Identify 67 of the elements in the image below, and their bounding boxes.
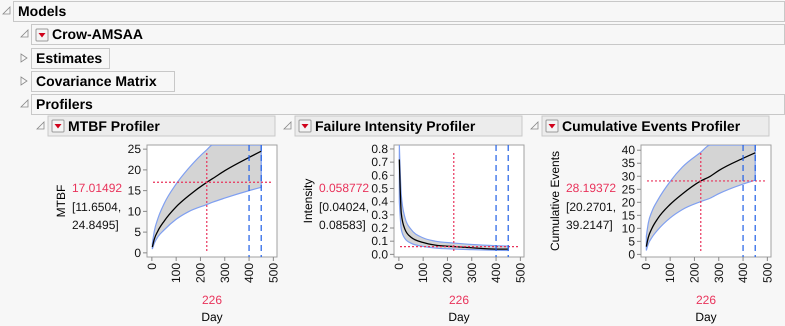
section-header: MTBF Profiler <box>36 116 276 136</box>
section-header: Failure Intensity Profiler <box>283 116 522 136</box>
x-axis-title: Day <box>695 310 717 324</box>
y-axis-title: Cumulative Events <box>548 150 562 252</box>
y-tick-label: 0.2 <box>371 221 388 236</box>
y-tick-label: 0.7 <box>371 155 388 170</box>
x-tick-label: 0 <box>144 262 159 270</box>
x-tick-label: 200 <box>687 262 702 284</box>
ref-line-label: 226 <box>202 293 222 307</box>
ref-line-label: 226 <box>448 293 470 307</box>
ref-line-label: 0.058772 <box>319 181 370 195</box>
y-tick-label: 15 <box>622 208 636 222</box>
y-tick-label: 20 <box>622 195 636 210</box>
y-tick-label: 25 <box>622 182 636 196</box>
y-tick-label: 0 <box>134 246 142 260</box>
section-header: Covariance Matrix <box>20 71 175 92</box>
y-tick-label: 0.8 <box>371 142 388 156</box>
y-tick-label: 0.6 <box>371 168 388 182</box>
x-tick-label: 400 <box>489 262 504 284</box>
x-tick-label: 200 <box>440 262 454 284</box>
ref-line-label: 28.19372 <box>566 181 616 195</box>
y-tick-label: 15 <box>128 184 142 198</box>
section-header: Profilers <box>20 94 785 115</box>
x-tick-label: 500 <box>760 262 774 284</box>
y-tick-label: 0.1 <box>371 234 388 248</box>
y-axis-title: Intensity <box>301 178 315 224</box>
chart-title: Failure Intensity Profiler <box>315 118 476 134</box>
y-tick-label: 25 <box>128 142 142 156</box>
x-axis-title: Day <box>448 310 470 324</box>
text: [20.2701, 39.2147] <box>566 200 616 232</box>
section-header: Crow-AMSAA <box>20 24 785 45</box>
text: [11.6504, 24.8495] <box>72 200 122 232</box>
y-tick-label: 5 <box>134 225 142 240</box>
x-tick-label: 100 <box>416 262 430 284</box>
x-tick-label: 300 <box>712 262 726 284</box>
section-header: Cumulative Events Profiler <box>530 116 770 136</box>
x-tick-label: 500 <box>266 262 280 284</box>
x-tick-label: 500 <box>513 262 528 284</box>
section-header: Estimates <box>20 48 110 69</box>
x-tick-label: 200 <box>193 262 208 284</box>
x-tick-label: 400 <box>736 262 750 284</box>
y-tick-label: 5 <box>628 234 636 248</box>
x-tick-label: 0 <box>638 262 653 270</box>
y-tick-label: 0.5 <box>371 181 388 196</box>
x-tick-label: 100 <box>663 262 678 284</box>
x-tick-label: 0 <box>392 262 406 270</box>
y-tick-label: 0.4 <box>371 194 388 209</box>
y-axis-title: MTBF <box>54 184 68 218</box>
y-tick-label: 10 <box>622 221 636 236</box>
ref-line-label: 226 <box>696 293 716 307</box>
y-tick-label: 10 <box>128 204 142 218</box>
text: [0.04024, 0.08583] <box>319 200 370 232</box>
x-tick-label: 100 <box>169 262 184 284</box>
x-tick-label: 300 <box>218 262 232 284</box>
y-tick-label: 30 <box>622 169 636 184</box>
x-axis-title: Day <box>201 310 223 324</box>
chart-title: MTBF Profiler <box>68 118 160 134</box>
y-tick-label: 20 <box>128 162 142 177</box>
section-header: Models <box>2 1 785 22</box>
y-tick-label: 40 <box>622 143 636 158</box>
ref-line-label: 17.01492 <box>72 181 122 195</box>
y-tick-label: 0.3 <box>371 208 388 222</box>
x-tick-label: 400 <box>242 262 256 284</box>
y-tick-label: 0.0 <box>371 247 388 262</box>
y-tick-label: 35 <box>622 156 636 170</box>
x-tick-label: 300 <box>464 262 479 284</box>
chart-title: Cumulative Events Profiler <box>562 118 741 134</box>
